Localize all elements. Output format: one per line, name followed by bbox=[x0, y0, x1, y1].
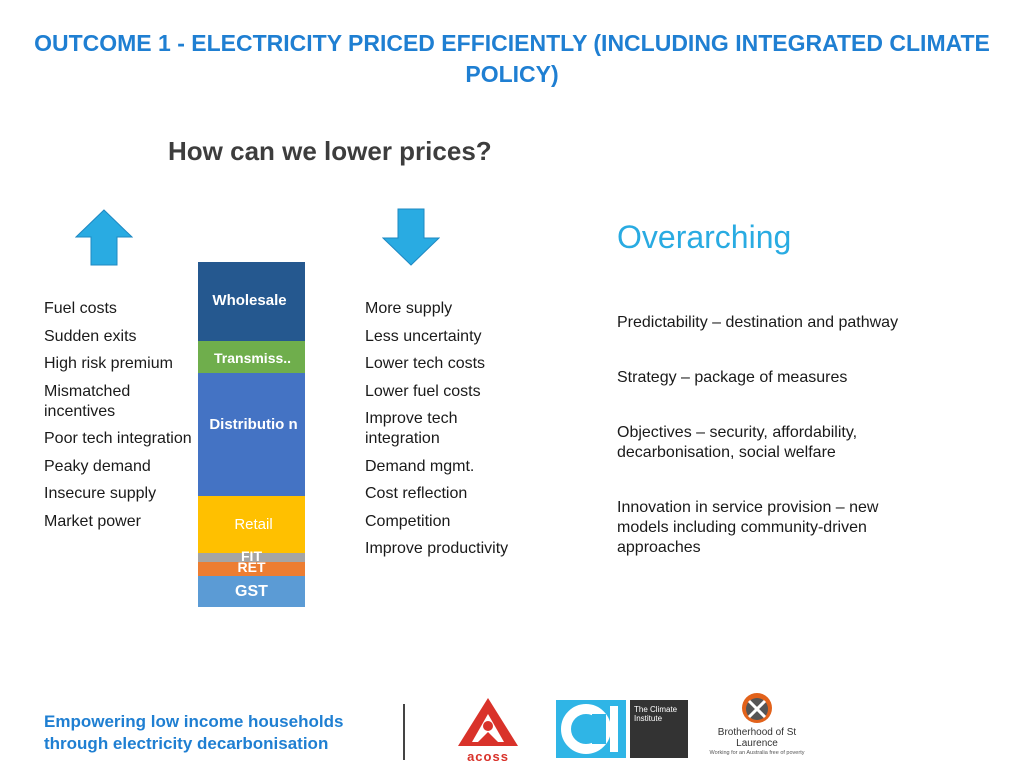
segment-label: GST bbox=[235, 583, 268, 600]
list-item: Mismatched incentives bbox=[44, 382, 131, 420]
list-item: Lower fuel costs bbox=[365, 382, 481, 400]
segment-ret: RET bbox=[198, 562, 305, 576]
list-item: Cost reflection bbox=[365, 485, 468, 502]
bsl-mark-icon bbox=[742, 693, 772, 723]
segment-label: FIT bbox=[241, 548, 262, 564]
segment-label: Transmiss.. bbox=[214, 350, 292, 366]
climate-institute-logo: The Climate Institute bbox=[556, 700, 688, 758]
footer-tagline: Empowering low income households through… bbox=[44, 712, 344, 753]
price-component-stack: Wholesale Transmiss.. Distributio n Reta… bbox=[198, 262, 305, 607]
bsl-wordmark: Brotherhood of St Laurence bbox=[717, 727, 797, 749]
list-item: Improve tech integration bbox=[365, 410, 458, 447]
segment-label: RET bbox=[237, 562, 266, 575]
segment-wholesale: Wholesale bbox=[198, 262, 305, 341]
segment-label: Wholesale bbox=[212, 292, 287, 309]
list-item: Lower tech costs bbox=[365, 355, 486, 372]
segment-distribution: Distributio n bbox=[198, 373, 305, 496]
list-item: Predictability – destination and pathway bbox=[617, 314, 899, 331]
list-item: Sudden exits bbox=[44, 327, 137, 345]
list-item: Poor tech integration bbox=[44, 430, 192, 447]
list-item: Strategy – package of measures bbox=[617, 369, 848, 386]
segment-transmission: Transmiss.. bbox=[198, 341, 305, 373]
list-item: High risk premium bbox=[44, 355, 173, 372]
segment-label: Retail bbox=[234, 516, 273, 533]
list-item: Improve productivity bbox=[365, 540, 509, 557]
price-drivers-list: Fuel costs Sudden exits High risk premiu… bbox=[44, 299, 194, 539]
acoss-wordmark: acoss bbox=[467, 749, 509, 764]
list-item: Less uncertainty bbox=[365, 327, 482, 345]
arrow-up-icon bbox=[75, 209, 133, 266]
list-item: More supply bbox=[365, 300, 453, 317]
footer-divider bbox=[403, 704, 405, 760]
segment-retail: Retail bbox=[198, 496, 305, 553]
overarching-heading: Overarching bbox=[617, 219, 792, 255]
list-item: Fuel costs bbox=[44, 300, 117, 317]
segment-fit: FIT bbox=[198, 548, 305, 564]
list-item: Insecure supply bbox=[44, 485, 157, 502]
arrow-down-icon bbox=[382, 208, 440, 266]
list-item: Market power bbox=[44, 512, 141, 530]
ci-wordmark: The Climate Institute bbox=[630, 700, 688, 758]
list-item: Competition bbox=[365, 512, 451, 530]
list-item: Demand mgmt. bbox=[365, 457, 475, 475]
segment-gst: GST bbox=[198, 576, 305, 607]
list-item: Objectives – security, affordability, de… bbox=[617, 424, 858, 461]
acoss-logo: acoss bbox=[452, 696, 524, 764]
brotherhood-logo: Brotherhood of St Laurence Working for a… bbox=[706, 690, 808, 762]
slide-subtitle: How can we lower prices? bbox=[168, 136, 492, 166]
bsl-tagline: Working for an Australia free of poverty bbox=[709, 750, 805, 756]
segment-label: Distributio n bbox=[209, 416, 298, 433]
list-item: Innovation in service provision – new mo… bbox=[617, 499, 879, 556]
list-item: Peaky demand bbox=[44, 457, 151, 475]
slide-title: OUTCOME 1 - ELECTRICITY PRICED EFFICIENT… bbox=[34, 30, 990, 87]
price-reducers-list: More supply Less uncertainty Lower tech … bbox=[365, 299, 515, 567]
acoss-mark-icon bbox=[458, 698, 518, 746]
ci-mark-icon bbox=[556, 700, 626, 758]
overarching-list: Predictability – destination and pathway… bbox=[617, 313, 907, 593]
